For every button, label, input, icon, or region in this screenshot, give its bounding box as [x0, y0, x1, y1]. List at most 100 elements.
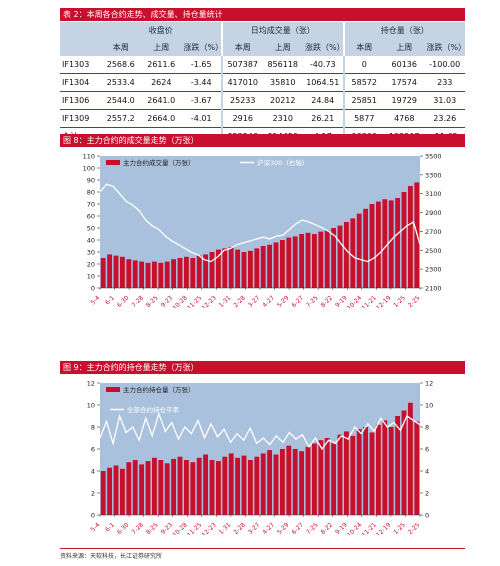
bar	[286, 445, 292, 515]
y-tick-label: 0	[91, 512, 95, 520]
bar	[196, 457, 202, 515]
figure9-chart: 0 2 4 6 8 10 12 0 2 4 6 8 10 12 5-4 6-1 6-30 7-28 8-25 9-23…	[60, 375, 465, 539]
bar	[273, 454, 279, 515]
y-tick-label: 8	[91, 424, 95, 432]
x-tick-label: 8-25	[145, 294, 160, 308]
bar	[113, 465, 119, 515]
x-tick-label: 5-29	[276, 294, 291, 308]
table-cell: -4.01	[181, 109, 222, 128]
legend-line-label: 沪深300（右轴）	[257, 158, 308, 167]
bar	[215, 461, 221, 515]
corner-cell	[60, 39, 101, 56]
bar	[228, 247, 234, 288]
table-cell: 24.84	[303, 91, 344, 110]
bar	[145, 461, 151, 515]
bar	[279, 449, 285, 515]
x-tick-label: 4-27	[261, 294, 276, 308]
bar	[388, 427, 394, 515]
x-tick-label: 6-30	[116, 294, 131, 308]
stats-table: 收盘价 日均成交量（张） 持仓量（张） 本周 上周 涨跌（%） 本周 上周 涨跌…	[60, 22, 465, 146]
x-tick-label: 2-28	[232, 521, 247, 535]
bar	[401, 192, 407, 288]
bar	[363, 427, 369, 515]
legend-bar-swatch	[106, 387, 120, 392]
y-tick-label: 70	[87, 201, 95, 209]
y2-tick-label: 8	[425, 424, 429, 432]
y2-tick-label: 3100	[425, 190, 442, 198]
bar	[145, 262, 151, 288]
bar	[164, 261, 170, 288]
bar	[132, 260, 138, 288]
bar	[158, 262, 164, 288]
bar	[267, 244, 273, 288]
bar	[100, 258, 106, 288]
bar	[113, 255, 119, 288]
bar	[395, 198, 401, 288]
x-tick-label: 6-1	[104, 294, 116, 306]
bar	[222, 456, 228, 515]
bar	[190, 462, 196, 515]
y2-tick-label: 3500	[425, 153, 442, 161]
bar	[414, 421, 420, 515]
table-row: IF1306 2544.0 2641.0 -3.67 25233 20212 24.84 25…	[60, 91, 465, 110]
x-tick-label: 1-25	[392, 294, 407, 308]
bar	[331, 228, 337, 288]
table-row: IF1304 2533.4 2624 -3.44 417010 35810 1064.51 5…	[60, 73, 465, 92]
x-tick-label: 7-28	[130, 521, 145, 535]
y2-tick-label: 4	[425, 468, 429, 476]
x-tick-label: 8-22	[320, 294, 335, 308]
x-tick-label: 1-31	[218, 294, 233, 308]
y-tick-label: 80	[87, 189, 95, 197]
bar	[279, 240, 285, 288]
y-tick-label: 10	[87, 273, 95, 281]
table-cell: -100.00	[424, 56, 465, 74]
subheader: 上周	[262, 39, 303, 56]
table-cell: -40.73	[303, 56, 344, 74]
volume-chart-svg: 0 10 20 30 40 50 60 70 80 90 100 110 2100 2300 2500 270…	[83, 153, 442, 312]
bar	[164, 463, 170, 515]
row-label: IF1309	[60, 109, 101, 128]
subheader: 上周	[384, 39, 425, 56]
bar	[151, 457, 157, 515]
line-series	[99, 411, 421, 451]
table-cell: 2664.0	[141, 109, 182, 128]
x-tick-label: 6-27	[290, 294, 305, 308]
bar	[343, 431, 349, 515]
bar	[318, 440, 324, 515]
legend-line-label: 全部合约持仓平率	[127, 405, 180, 414]
bar	[382, 199, 388, 288]
table-cell: 58572	[342, 73, 384, 92]
y-tick-label: 110	[83, 153, 95, 161]
table-cell: 4768	[384, 109, 425, 128]
bar	[337, 225, 343, 288]
table-cell: 2557.2	[100, 109, 141, 128]
bar	[273, 242, 279, 288]
x-tick-label: 12-19	[375, 294, 392, 308]
x-tick-label: 6-27	[290, 521, 305, 535]
line-series	[99, 183, 421, 263]
x-tick-label: 3-27	[247, 521, 262, 535]
bar	[350, 435, 356, 515]
bar	[350, 218, 356, 288]
bar	[119, 256, 125, 288]
y-tick-label: 40	[87, 237, 95, 245]
x-tick-label: 12-19	[375, 521, 392, 535]
bar	[305, 232, 311, 288]
table-cell: 856118	[262, 56, 303, 74]
bar	[363, 208, 369, 288]
subheader: 本周	[221, 39, 263, 56]
legend-bar-label: 主力合约成交量（万张）	[123, 158, 195, 167]
x-tick-label: 7-25	[305, 521, 320, 535]
y-tick-label: 12	[87, 380, 95, 388]
bar	[260, 453, 266, 515]
bar	[356, 213, 362, 288]
bar	[203, 454, 209, 515]
bar	[369, 204, 375, 288]
x-tick-label: 1-31	[218, 521, 233, 535]
bar	[356, 429, 362, 515]
x-tick-label: 2-28	[232, 294, 247, 308]
bar	[241, 252, 247, 288]
bar	[139, 464, 145, 515]
y2-tick-label: 2	[425, 490, 429, 498]
